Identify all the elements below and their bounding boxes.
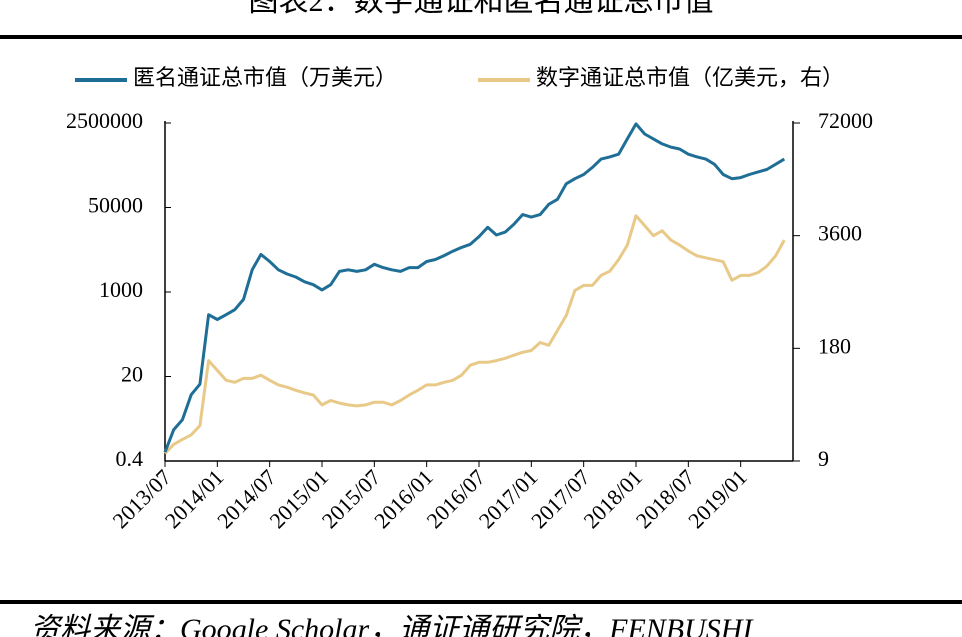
- y-tick-label: 50000: [88, 193, 143, 218]
- y2-tick-label: 9: [818, 446, 829, 471]
- y2-tick-label: 180: [818, 333, 851, 358]
- chart-title: 图表2：数字通证和匿名通证总市值: [249, 0, 714, 18]
- series-line: [163, 214, 786, 455]
- legend-label: 匿名通证总市值（万美元）: [133, 65, 397, 90]
- bottom-rule: [0, 600, 962, 604]
- series-line: [163, 122, 786, 453]
- y-tick-label: 0.4: [116, 446, 144, 471]
- source-note: 资料来源：Google Scholar，通证通研究院，FENBUSHI: [30, 613, 754, 637]
- y-tick-label: 2500000: [66, 108, 143, 133]
- y2-tick-label: 3600: [818, 221, 862, 246]
- legend-label: 数字通证总市值（亿美元，右）: [536, 65, 844, 90]
- top-rule: [0, 35, 962, 39]
- y2-tick-label: 72000: [818, 108, 873, 133]
- x-tick-label: 2019/01: [683, 464, 752, 533]
- y-tick-label: 1000: [99, 277, 143, 302]
- y-tick-label: 20: [121, 362, 143, 387]
